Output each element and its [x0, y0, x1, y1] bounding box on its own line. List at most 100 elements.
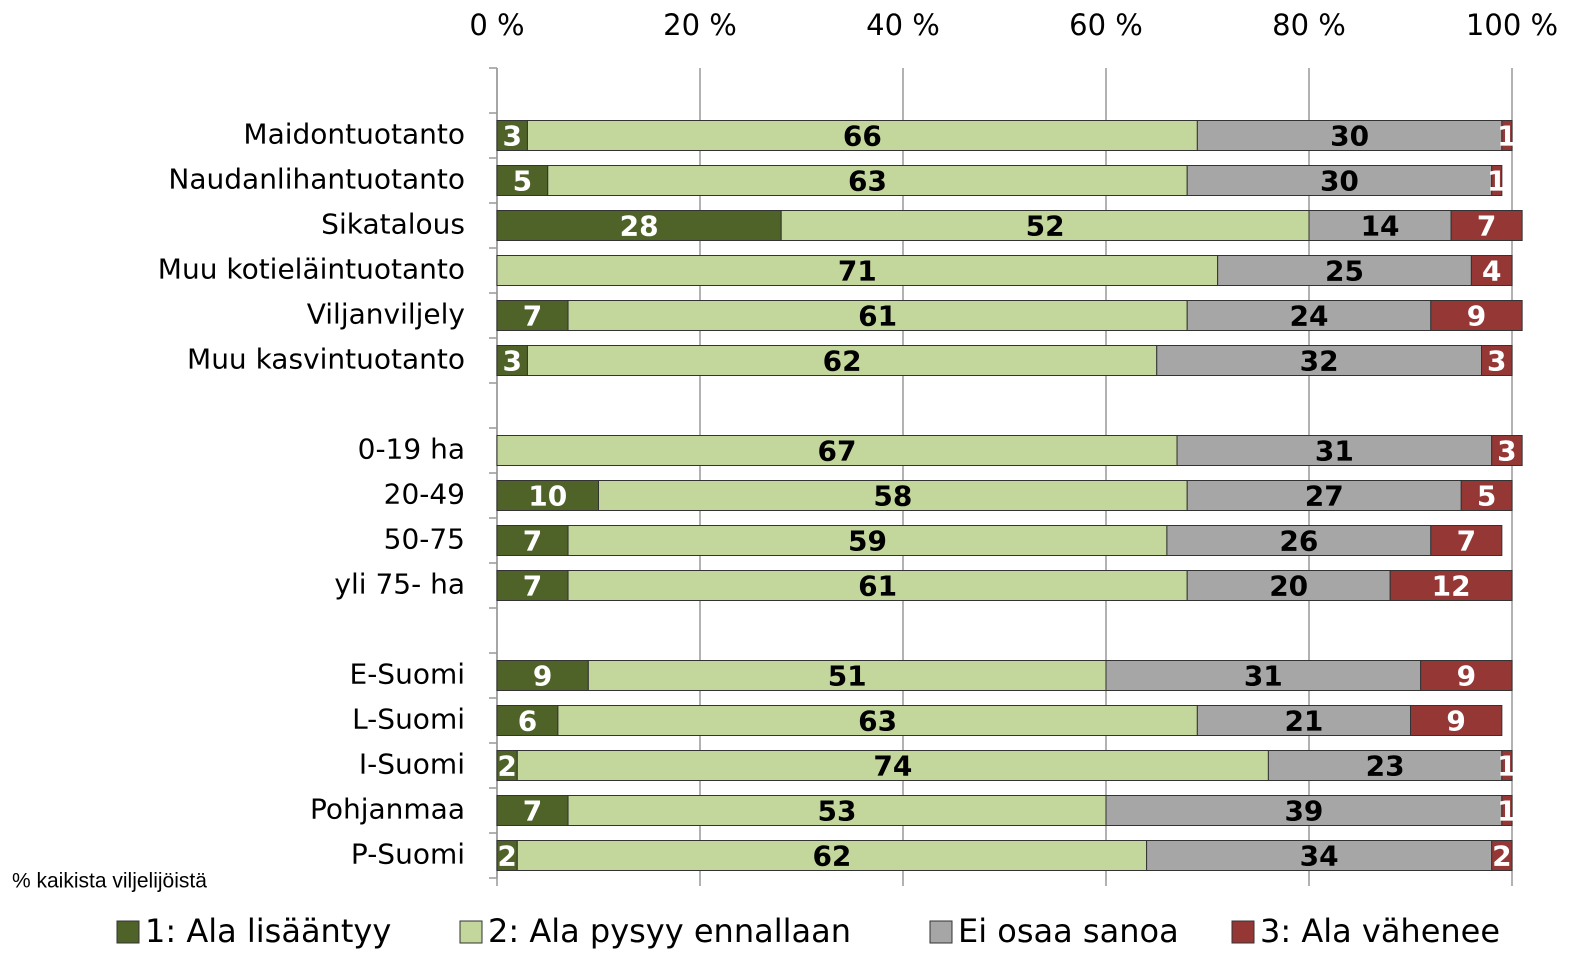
data-label: 63 — [848, 165, 887, 198]
bar-segment — [1430, 300, 1523, 331]
data-label: 2 — [1492, 840, 1511, 873]
bar-segment — [1430, 525, 1503, 556]
bar-segment — [1146, 840, 1493, 871]
bar-segment — [1105, 795, 1503, 826]
bar-segment — [1186, 300, 1432, 331]
legend-swatch — [459, 920, 483, 944]
y-tick-label: Pohjanmaa — [310, 793, 465, 826]
data-label: 71 — [838, 255, 877, 288]
data-label: 39 — [1284, 795, 1323, 828]
bar-segment — [496, 660, 589, 691]
data-label: 62 — [823, 345, 862, 378]
data-label: 1 — [1497, 795, 1516, 828]
y-tick-label: Naudanlihantuotanto — [168, 163, 465, 196]
data-label: 7 — [523, 525, 542, 558]
data-label: 2 — [497, 750, 516, 783]
data-label: 74 — [873, 750, 912, 783]
bar-segment — [1491, 840, 1513, 871]
legend-swatch — [1231, 920, 1255, 944]
x-tick-label: 100 % — [1466, 8, 1558, 42]
data-label: 9 — [533, 660, 552, 693]
bar-segment — [496, 435, 1178, 466]
bar-segment — [1501, 120, 1513, 151]
bar-segment — [1196, 120, 1503, 151]
bar-segment — [1460, 480, 1513, 511]
bar-segment — [1450, 210, 1523, 241]
y-tick-label: Maidontuotanto — [243, 118, 465, 151]
data-label: 9 — [1457, 660, 1476, 693]
data-label: 61 — [858, 570, 897, 603]
data-label: 20 — [1269, 570, 1308, 603]
y-tick-label: Viljanviljely — [307, 298, 465, 331]
legend-label: 3: Ala vähenee — [1260, 912, 1500, 950]
legend-label: Ei osaa sanoa — [958, 912, 1179, 950]
data-label: 7 — [1477, 210, 1496, 243]
bar-segment — [1166, 525, 1432, 556]
bar-segment — [496, 480, 599, 511]
data-label: 31 — [1244, 660, 1283, 693]
x-tick-label: 80 % — [1272, 8, 1346, 42]
data-label: 53 — [818, 795, 857, 828]
bar-segment — [567, 570, 1188, 601]
data-label: 1 — [1487, 165, 1506, 198]
data-label: 7 — [523, 300, 542, 333]
legend-label: 1: Ala lisääntyy — [145, 912, 391, 950]
bar-segment — [567, 300, 1188, 331]
data-label: 51 — [828, 660, 867, 693]
data-label: 63 — [858, 705, 897, 738]
bar-segment — [1410, 705, 1503, 736]
data-label: 34 — [1300, 840, 1339, 873]
data-label: 24 — [1290, 300, 1329, 333]
bar-segment — [1267, 750, 1503, 781]
data-label: 30 — [1330, 120, 1369, 153]
bar-segment — [526, 120, 1198, 151]
bar-segment — [1196, 705, 1411, 736]
data-label: 27 — [1305, 480, 1344, 513]
y-tick-label: L-Suomi — [352, 703, 465, 736]
y-tick-label: I-Suomi — [359, 748, 465, 781]
data-label: 3 — [1497, 435, 1516, 468]
bar-segment — [496, 795, 569, 826]
bar-segment — [567, 795, 1107, 826]
y-tick-label: P-Suomi — [351, 838, 465, 871]
data-label: 1 — [1497, 120, 1516, 153]
bar-segment — [547, 165, 1188, 196]
data-label: 25 — [1325, 255, 1364, 288]
bar-segment — [780, 210, 1310, 241]
bar-segment — [1501, 750, 1513, 781]
bar-segment — [1217, 255, 1472, 286]
bar-segment — [1389, 570, 1513, 601]
data-label: 2 — [497, 840, 516, 873]
bar-segment — [516, 840, 1148, 871]
data-label: 62 — [812, 840, 851, 873]
x-tick-label: 60 % — [1069, 8, 1143, 42]
data-label: 5 — [513, 165, 532, 198]
bar-segment — [1186, 480, 1462, 511]
bar-segment — [1491, 435, 1523, 466]
data-label: 21 — [1284, 705, 1323, 738]
data-label: 7 — [523, 570, 542, 603]
bar-segment — [1176, 435, 1493, 466]
data-label: 4 — [1482, 255, 1501, 288]
bar-segment — [1481, 345, 1513, 376]
data-label: 7 — [1457, 525, 1476, 558]
bar-segment — [1186, 165, 1493, 196]
bar-segment — [496, 120, 528, 151]
data-label: 1 — [1497, 750, 1516, 783]
y-tick-label: 20-49 — [384, 478, 465, 511]
data-label: 67 — [818, 435, 857, 468]
bar-segment — [496, 525, 569, 556]
y-tick-label: Muu kotieläintuotanto — [158, 253, 465, 286]
y-tick-label: Muu kasvintuotanto — [187, 343, 465, 376]
bar-segment — [557, 705, 1198, 736]
legend-swatch — [116, 920, 140, 944]
note: % kaikista viljelijöistä — [12, 870, 207, 893]
data-label: 58 — [873, 480, 912, 513]
bar-segment — [1308, 210, 1452, 241]
data-label: 66 — [843, 120, 882, 153]
data-label: 28 — [620, 210, 659, 243]
bar-segment — [1156, 345, 1483, 376]
data-label: 6 — [518, 705, 537, 738]
y-tick-label: 50-75 — [384, 523, 465, 556]
legend-label: 2: Ala pysyy ennallaan — [488, 912, 851, 950]
